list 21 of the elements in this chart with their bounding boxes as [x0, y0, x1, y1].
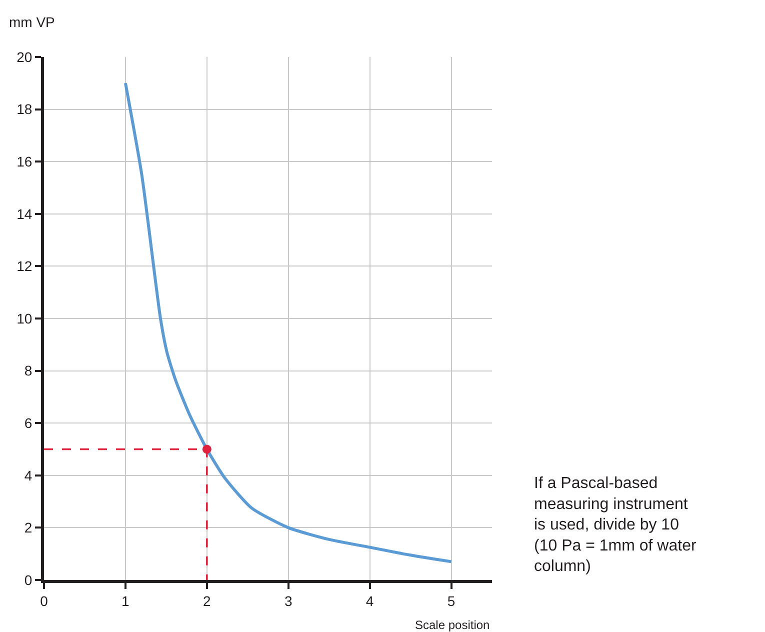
y-tick-label: 16 [16, 154, 32, 170]
y-tick-label: 2 [24, 520, 32, 536]
x-tick-label: 4 [366, 592, 374, 609]
x-tick-label: 5 [447, 592, 456, 609]
x-tick-label: 1 [122, 592, 130, 609]
x-tick-label: 0 [40, 592, 48, 609]
y-tick-label: 12 [16, 258, 32, 274]
y-tick-label: 14 [16, 206, 32, 222]
y-tick-label: 6 [24, 415, 32, 431]
y-axis-title: mm VP [9, 14, 55, 30]
y-tick-label: 4 [24, 467, 32, 484]
x-axis-title: Scale position [415, 618, 490, 632]
y-tick-label: 10 [16, 310, 32, 326]
y-tick-label: 0 [24, 572, 32, 588]
x-tick-label: 2 [203, 592, 212, 609]
y-tick-label: 18 [16, 101, 32, 118]
y-tick-label: 20 [16, 48, 32, 65]
text: If a Pascal-based measuring instrument is used, divide by 10 (10 Pa = 1mm of water column) [534, 475, 697, 576]
x-tick-label: 3 [284, 592, 292, 609]
line-series [124, 82, 453, 564]
y-tick-label: 8 [24, 362, 32, 379]
